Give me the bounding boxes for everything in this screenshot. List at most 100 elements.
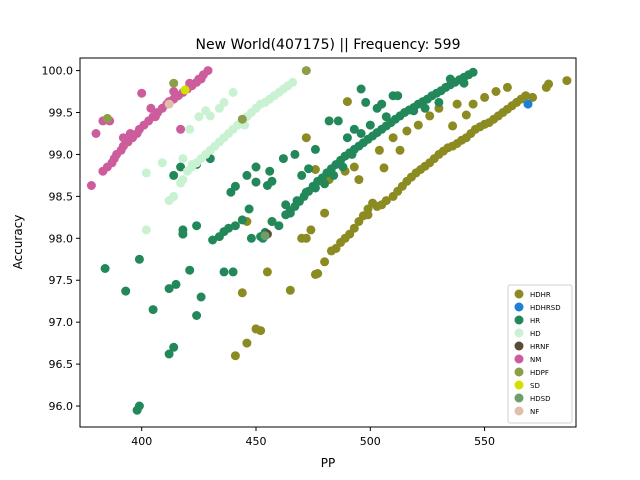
data-point <box>292 196 302 206</box>
data-point <box>402 126 412 136</box>
data-point <box>274 221 284 231</box>
legend-label: NF <box>530 408 539 416</box>
data-point <box>208 235 218 245</box>
data-point <box>381 112 391 122</box>
data-point <box>176 124 186 134</box>
data-point <box>409 106 419 116</box>
data-point <box>388 91 398 101</box>
data-point <box>491 87 501 96</box>
data-point <box>178 154 188 164</box>
x-axis-label: PP <box>321 456 335 470</box>
data-point <box>125 129 135 138</box>
data-point <box>171 279 181 289</box>
data-point <box>267 176 277 186</box>
data-point <box>425 111 435 121</box>
data-point <box>187 160 197 169</box>
data-point <box>134 401 144 411</box>
data-point <box>310 144 320 154</box>
data-point <box>251 162 261 172</box>
legend-label: HDHRSD <box>530 304 561 312</box>
data-point <box>562 76 572 86</box>
data-point <box>244 204 254 214</box>
data-point <box>224 223 234 233</box>
x-tick-label: 450 <box>246 435 267 448</box>
y-tick-label: 98.0 <box>49 232 74 245</box>
data-point <box>365 120 375 130</box>
data-point <box>356 84 366 94</box>
series-nf <box>164 99 174 109</box>
data-point <box>219 97 229 107</box>
data-point <box>304 164 314 174</box>
data-point <box>320 208 330 218</box>
data-point <box>169 342 179 352</box>
data-point <box>468 67 478 77</box>
x-tick-label: 500 <box>360 435 381 448</box>
data-point <box>185 78 195 88</box>
legend-label: HDPF <box>530 369 549 377</box>
data-point <box>219 267 229 277</box>
y-tick-label: 99.5 <box>49 107 74 120</box>
data-point <box>196 292 206 302</box>
legend-marker <box>514 393 524 403</box>
data-point <box>203 66 213 76</box>
data-point <box>230 181 240 191</box>
data-point <box>228 87 238 97</box>
data-point <box>342 133 352 143</box>
data-point <box>448 121 458 131</box>
series-hdsd <box>260 231 270 241</box>
data-point <box>459 78 469 88</box>
data-point <box>164 99 174 109</box>
data-point <box>102 113 112 123</box>
data-point <box>278 154 288 164</box>
data-point <box>141 168 151 178</box>
data-point <box>178 175 188 185</box>
data-point <box>194 112 204 122</box>
series-hdhrsd <box>523 99 533 109</box>
y-axis: 96.0 96.5 97.0 97.5 98.0 98.5 99.0 99.5 100.0 <box>42 65 80 413</box>
data-point <box>301 233 311 243</box>
data-point <box>91 129 101 138</box>
data-point <box>288 77 298 87</box>
data-point <box>169 78 179 88</box>
y-tick-label: 96.5 <box>49 358 74 371</box>
data-point <box>169 191 179 201</box>
y-tick-label: 97.0 <box>49 316 74 329</box>
data-point <box>324 116 334 126</box>
data-point <box>134 254 144 264</box>
data-point <box>333 116 343 126</box>
data-point <box>285 208 295 218</box>
data-point <box>301 66 311 76</box>
data-point <box>313 269 323 278</box>
data-point <box>285 285 295 295</box>
legend-marker <box>514 380 524 390</box>
y-axis-label: Accuracy <box>11 215 25 270</box>
legend-marker <box>514 289 524 299</box>
points-layer <box>86 66 572 415</box>
data-point <box>377 99 387 109</box>
data-point <box>150 112 160 122</box>
data-point <box>164 284 174 294</box>
data-point <box>148 305 158 315</box>
series-hr <box>100 67 478 415</box>
data-point <box>185 265 195 275</box>
data-point <box>347 149 357 159</box>
data-point <box>320 179 330 189</box>
y-tick-label: 96.0 <box>49 400 74 413</box>
legend-label: HR <box>530 317 540 325</box>
data-point <box>230 221 240 231</box>
data-point <box>349 223 359 233</box>
data-point <box>502 82 512 92</box>
data-point <box>260 231 270 241</box>
data-point <box>379 163 389 173</box>
data-point <box>237 215 247 225</box>
data-point <box>194 74 204 84</box>
data-point <box>185 124 195 134</box>
data-point <box>205 111 215 121</box>
data-point <box>395 145 405 155</box>
data-point <box>445 74 455 84</box>
data-point <box>306 225 316 235</box>
legend-label: HRNF <box>530 343 549 351</box>
plot-frame <box>79 57 577 428</box>
data-point <box>468 99 478 109</box>
